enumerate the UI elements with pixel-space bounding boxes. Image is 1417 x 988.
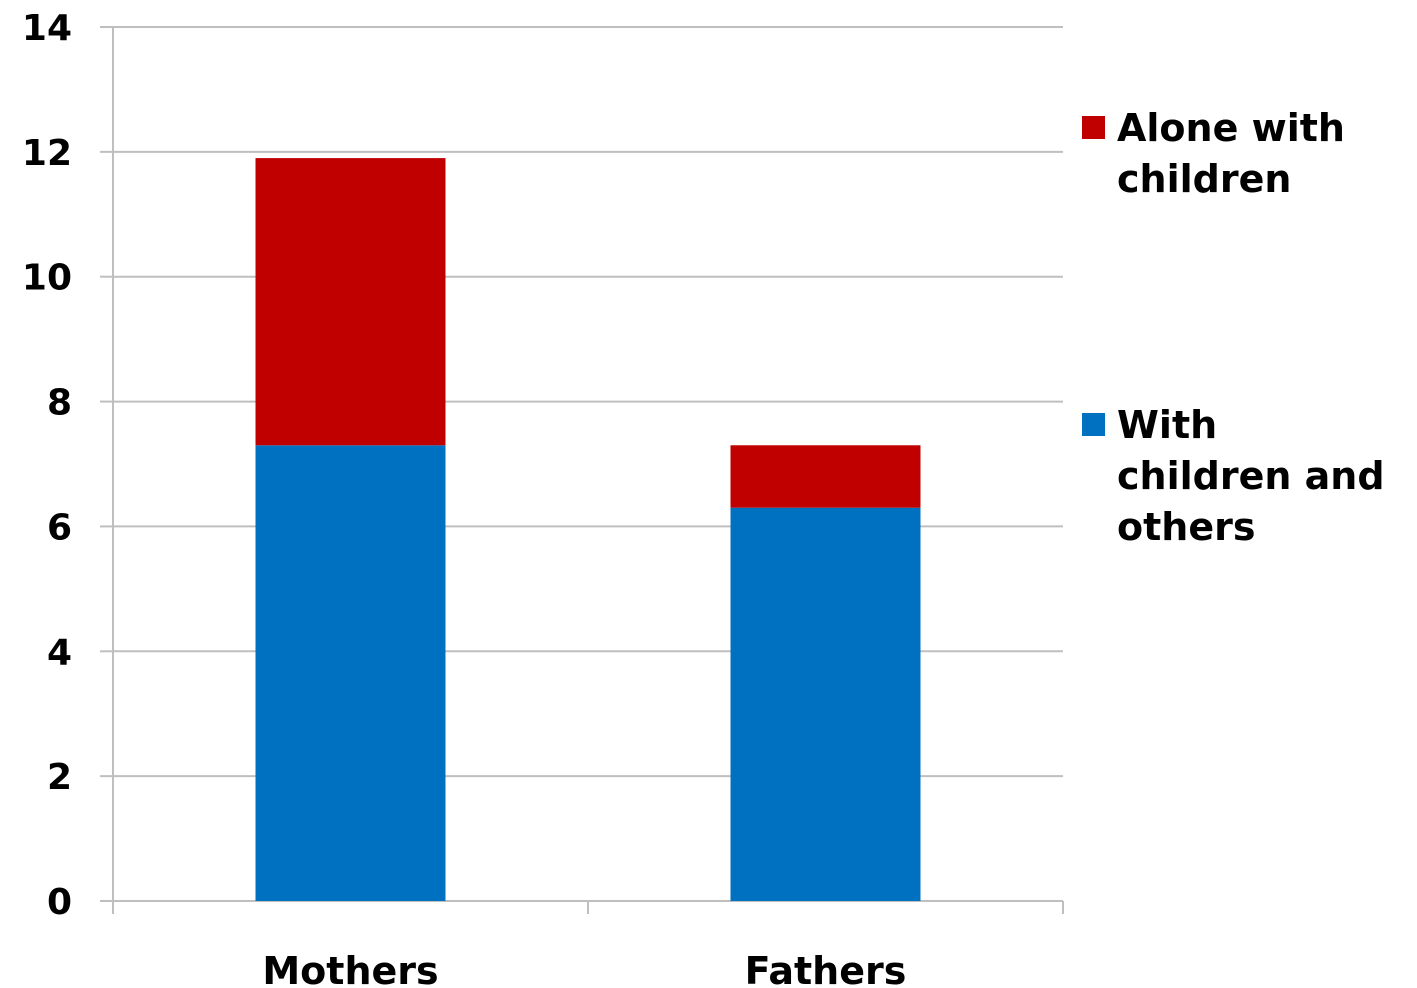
bars: [255, 158, 921, 901]
y-tick-label: 0: [47, 882, 72, 923]
y-tick-label: 8: [47, 383, 72, 424]
bar-fathers-with-children-and-others: [730, 507, 921, 901]
legend-label-line: others: [1117, 505, 1255, 549]
legend-label-line: Alone with: [1117, 106, 1345, 150]
bar-fathers-alone-with-children: [730, 445, 921, 508]
legend-label: With children and others: [1117, 403, 1385, 549]
y-tick-label: 2: [47, 757, 72, 798]
y-tick-label: 6: [47, 507, 72, 548]
legend-label-line: children: [1117, 157, 1291, 201]
legend-label-line: With: [1117, 403, 1217, 447]
x-category-label: Fathers: [745, 949, 907, 988]
bar-mothers-alone-with-children: [255, 158, 446, 446]
legend-swatch: [1082, 413, 1105, 436]
y-tick-label: 4: [47, 632, 72, 673]
y-tick-label: 10: [22, 258, 72, 299]
legend-swatch: [1082, 116, 1105, 139]
y-tick-label: 12: [22, 133, 72, 174]
bar-mothers-with-children-and-others: [255, 445, 446, 901]
y-axis-tick-labels: 0 2 4 6 8 10 12 14: [22, 8, 72, 923]
legend-label: Alone with children: [1117, 106, 1345, 201]
legend: Alone with children With children and others: [1082, 106, 1385, 549]
legend-label-line: children and: [1117, 454, 1385, 498]
x-category-label: Mothers: [262, 949, 438, 988]
x-axis-category-labels: Mothers Fathers: [262, 949, 906, 988]
y-tick-label: 14: [22, 8, 72, 49]
